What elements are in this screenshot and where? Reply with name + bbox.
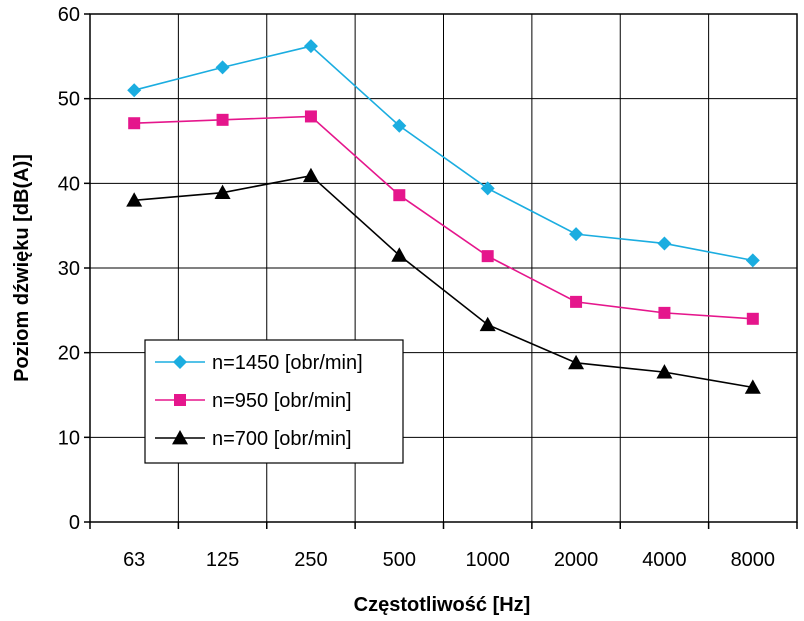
data-point-series-0 (657, 236, 672, 251)
series-lines (133, 45, 753, 389)
y-tick-label: 30 (58, 258, 80, 280)
y-tick-label: 20 (58, 343, 80, 365)
y-axis-ticks: 0 10 20 30 40 50 60 (58, 4, 90, 534)
data-point-series-0 (215, 60, 230, 75)
y-tick-label: 60 (58, 4, 80, 26)
data-point-series-2 (656, 364, 673, 379)
data-point-series-2 (126, 192, 143, 207)
data-point-series-0 (745, 253, 760, 268)
data-point-series-2 (302, 167, 319, 183)
data-point-series-1 (128, 117, 141, 130)
series-markers (126, 39, 761, 394)
y-tick-label: 50 (58, 89, 80, 111)
y-tick-label: 10 (58, 427, 80, 449)
x-tick-label: 125 (206, 549, 239, 571)
series-line-1 (134, 115, 753, 320)
x-axis-title: Częstotliwość [Hz] (354, 594, 531, 616)
data-point-series-1 (481, 250, 494, 263)
x-tick-label: 4000 (642, 549, 687, 571)
data-point-series-2 (391, 247, 408, 262)
legend-box (144, 339, 404, 464)
data-point-series-0 (392, 118, 407, 133)
legend-swatch-marker (172, 430, 188, 445)
x-tick-label: 63 (123, 549, 145, 571)
data-point-series-1 (216, 113, 229, 126)
legend-label: n=1450 [obr/min] (212, 352, 363, 374)
data-point-series-2 (568, 354, 585, 370)
legend-swatch-marker (173, 355, 187, 369)
data-point-series-2 (479, 316, 496, 332)
data-point-series-0 (569, 227, 584, 242)
x-tick-label: 500 (383, 549, 416, 571)
y-tick-label: 0 (69, 512, 80, 534)
series-line-2 (134, 174, 753, 389)
legend-label: n=950 [obr/min] (212, 390, 352, 412)
y-axis-title: Poziom dźwięku [dB(A)] (11, 154, 33, 382)
legend-swatch-marker (174, 394, 186, 406)
series-line-0 (133, 45, 753, 262)
data-point-series-0 (303, 39, 318, 54)
x-tick-label: 2000 (554, 549, 599, 571)
data-point-series-1 (393, 189, 406, 202)
data-point-series-1 (746, 312, 759, 325)
y-tick-label: 40 (58, 173, 80, 195)
data-point-series-0 (480, 181, 495, 196)
data-point-series-2 (744, 379, 761, 394)
legend: n=1450 [obr/min] n=950 [obr/min] n=700 [ob… (144, 339, 404, 464)
legend-label: n=700 [obr/min] (212, 428, 352, 450)
data-point-series-1 (304, 110, 317, 123)
gridlines (90, 13, 797, 523)
x-tick-label: 8000 (731, 549, 776, 571)
x-axis-ticks: 63 125 250 500 1000 2000 4000 8000 (89, 522, 798, 571)
data-point-series-0 (127, 83, 142, 98)
data-point-series-1 (658, 306, 671, 319)
data-point-series-2 (214, 184, 231, 200)
data-point-series-1 (570, 295, 583, 308)
x-tick-label: 1000 (465, 549, 510, 571)
x-tick-label: 250 (294, 549, 327, 571)
